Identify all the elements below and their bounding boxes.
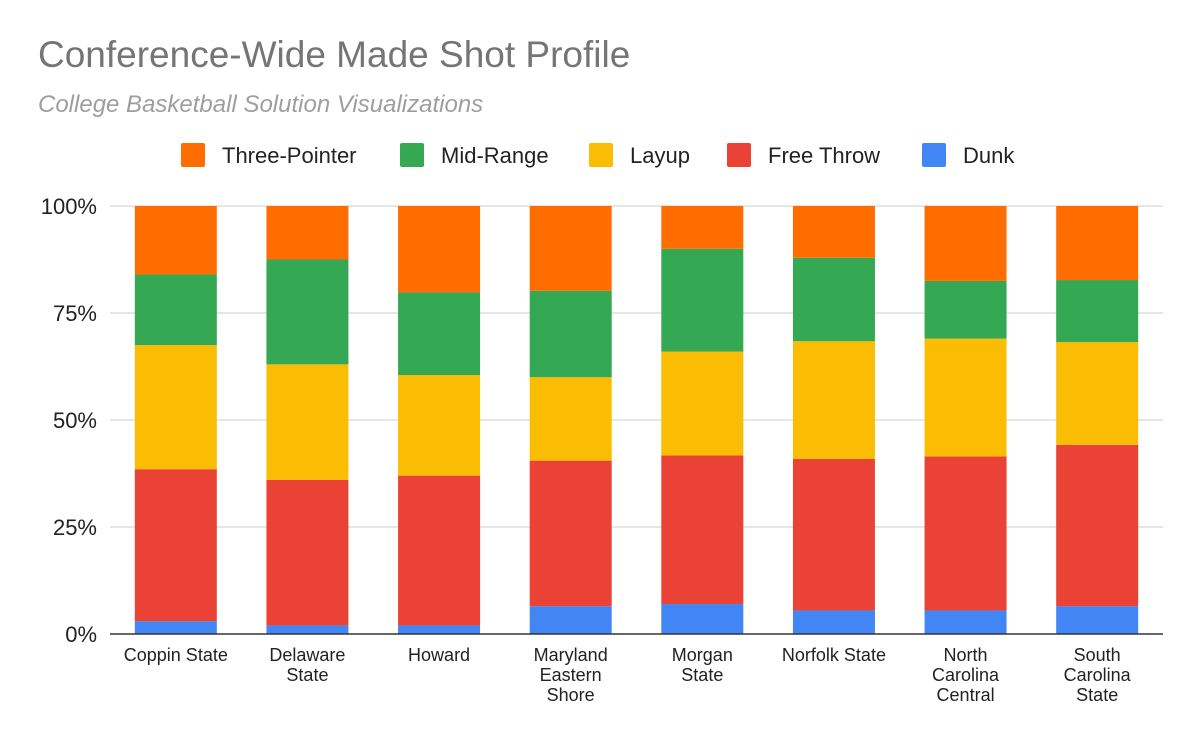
bar-segment-three-pointer — [266, 206, 349, 260]
bar-stack — [398, 206, 481, 634]
bar-segment-three-pointer — [398, 206, 481, 293]
bar-segment-free-throw — [792, 458, 875, 611]
bar-segment-layup — [1056, 342, 1139, 445]
bar-segment-dunk — [1056, 606, 1139, 634]
bar-segment-mid-range — [924, 280, 1007, 339]
bar-segment-free-throw — [398, 475, 481, 626]
bar-stack — [792, 206, 875, 634]
legend-item-dunk: Dunk — [922, 143, 1015, 168]
x-axis-labels: Coppin State Delaware State Howard Maryland E… — [124, 645, 1132, 705]
legend-swatch — [181, 143, 205, 167]
bar-segment-mid-range — [266, 259, 349, 365]
bar-segment-dunk — [792, 610, 875, 634]
y-tick-label: 25% — [53, 515, 97, 540]
chart-subtitle: College Basketball Solution Visualizatio… — [38, 91, 484, 118]
bar-segment-dunk — [398, 625, 481, 634]
bar-segment-free-throw — [924, 456, 1007, 611]
bar-stack — [266, 206, 349, 634]
bar-segment-free-throw — [134, 469, 217, 622]
bar-segment-layup — [792, 341, 875, 459]
bar-segment-three-pointer — [792, 206, 875, 258]
legend-label: Mid-Range — [441, 143, 549, 168]
bar-segment-dunk — [661, 604, 744, 634]
bar-segment-layup — [529, 377, 612, 461]
legend-swatch — [922, 143, 946, 167]
bar-stack — [529, 206, 612, 634]
bar-segment-mid-range — [529, 290, 612, 378]
bar-segment-three-pointer — [1056, 206, 1139, 281]
bar-segment-layup — [398, 375, 481, 476]
bar-stack — [924, 206, 1007, 634]
bar-segment-mid-range — [398, 292, 481, 376]
bar-stack — [134, 206, 217, 634]
legend-swatch — [727, 143, 751, 167]
bar-segment-layup — [661, 351, 744, 456]
legend-label: Free Throw — [768, 143, 880, 168]
legend-swatch — [400, 143, 424, 167]
bar-stack — [1056, 206, 1139, 634]
legend-item-mid-range: Mid-Range — [400, 143, 549, 168]
bar-segment-layup — [266, 364, 349, 480]
bar-segment-dunk — [134, 621, 217, 634]
bar-segment-layup — [134, 345, 217, 470]
bar-segment-three-pointer — [529, 206, 612, 291]
bar-segment-three-pointer — [661, 206, 744, 249]
x-category-label: Howard — [408, 645, 470, 665]
bars — [134, 206, 1139, 634]
legend-label: Dunk — [963, 143, 1015, 168]
bar-segment-dunk — [529, 606, 612, 634]
legend-label: Layup — [630, 143, 690, 168]
bar-segment-mid-range — [134, 274, 217, 346]
legend: Three-Pointer Mid-Range Layup Free Throw Dun… — [181, 143, 1015, 168]
y-axis-ticks: 0% 25% 50% 75% 100% — [41, 194, 97, 647]
legend-item-layup: Layup — [589, 143, 690, 168]
bar-segment-three-pointer — [134, 206, 217, 275]
x-category-label: North Carolina Central — [932, 645, 1000, 705]
y-tick-label: 0% — [65, 622, 97, 647]
y-tick-label: 50% — [53, 408, 97, 433]
bar-segment-free-throw — [529, 460, 612, 607]
bar-segment-mid-range — [661, 248, 744, 352]
legend-swatch — [589, 143, 613, 167]
bar-segment-free-throw — [1056, 444, 1139, 607]
bar-segment-free-throw — [661, 455, 744, 605]
bar-stack — [661, 206, 744, 634]
y-tick-label: 100% — [41, 194, 97, 219]
bar-segment-mid-range — [792, 257, 875, 342]
x-category-label: Morgan State — [672, 645, 733, 685]
y-tick-label: 75% — [53, 301, 97, 326]
bar-segment-mid-range — [1056, 280, 1139, 343]
legend-item-three-pointer: Three-Pointer — [181, 143, 357, 168]
legend-item-free-throw: Free Throw — [727, 143, 880, 168]
bar-segment-dunk — [266, 625, 349, 634]
x-category-label: Norfolk State — [782, 645, 886, 665]
bar-segment-layup — [924, 338, 1007, 457]
bar-segment-three-pointer — [924, 206, 1007, 281]
legend-label: Three-Pointer — [222, 143, 357, 168]
x-category-label: South Carolina State — [1064, 645, 1132, 705]
bar-segment-dunk — [924, 610, 1007, 634]
chart-title: Conference-Wide Made Shot Profile — [38, 34, 631, 75]
bar-segment-free-throw — [266, 479, 349, 626]
x-category-label: Maryland Eastern Shore — [534, 645, 608, 705]
x-category-label: Coppin State — [124, 645, 228, 665]
x-category-label: Delaware State — [269, 645, 345, 685]
